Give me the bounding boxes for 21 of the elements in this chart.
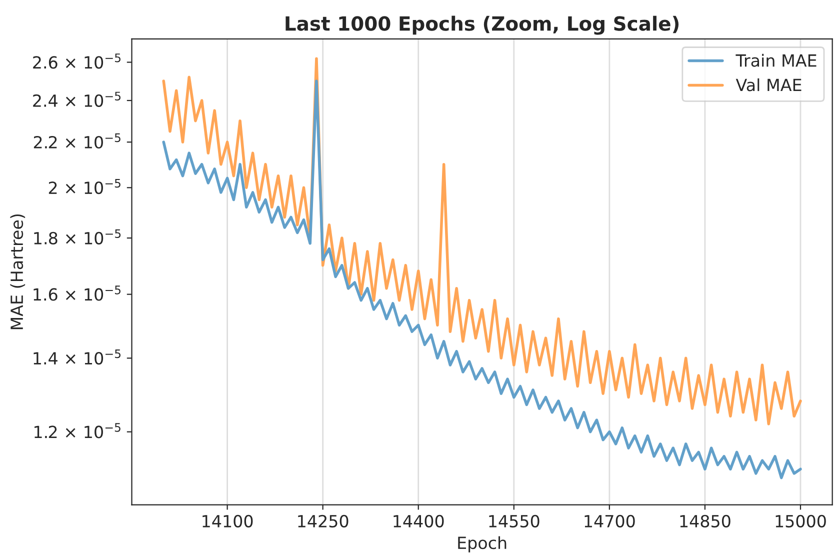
y-tick-label: 2.2 × 10$^{−5}$ (34, 133, 120, 149)
y-tick-label: 1.8 × 10$^{−5}$ (34, 229, 121, 244)
x-tick-label: 14850 (680, 514, 730, 528)
x-tick-label: 14100 (202, 514, 253, 528)
x-axis-title: Epoch (458, 536, 506, 552)
line-series (162, 80, 802, 480)
legend-label: Val MAE (736, 78, 802, 92)
x-tick-label: 14550 (489, 514, 540, 528)
legend-label: Train MAE (736, 54, 816, 67)
y-tick-label: 2 × 10$^{−5}$ (48, 178, 120, 194)
x-tick-label: 15000 (776, 514, 826, 528)
y-tick-label: 1.2 × 10$^{−5}$ (34, 423, 120, 438)
y-tick-label: 1.4 × 10$^{−5}$ (34, 349, 120, 365)
y-tick-label: 2.4 × 10$^{−5}$ (33, 92, 120, 107)
y-tick-label: 1.6 × 10$^{−5}$ (34, 286, 120, 301)
x-tick-label: 14400 (394, 514, 444, 528)
y-axis-title: MAE (Hartree) (10, 214, 26, 330)
chart-title: Last 1000 Epochs (Zoom, Log Scale) (286, 16, 679, 35)
x-tick-label: 14250 (298, 514, 348, 528)
x-tick-label: 14700 (584, 514, 635, 528)
y-tick-label: 2.6 × 10$^{−5}$ (33, 54, 120, 69)
